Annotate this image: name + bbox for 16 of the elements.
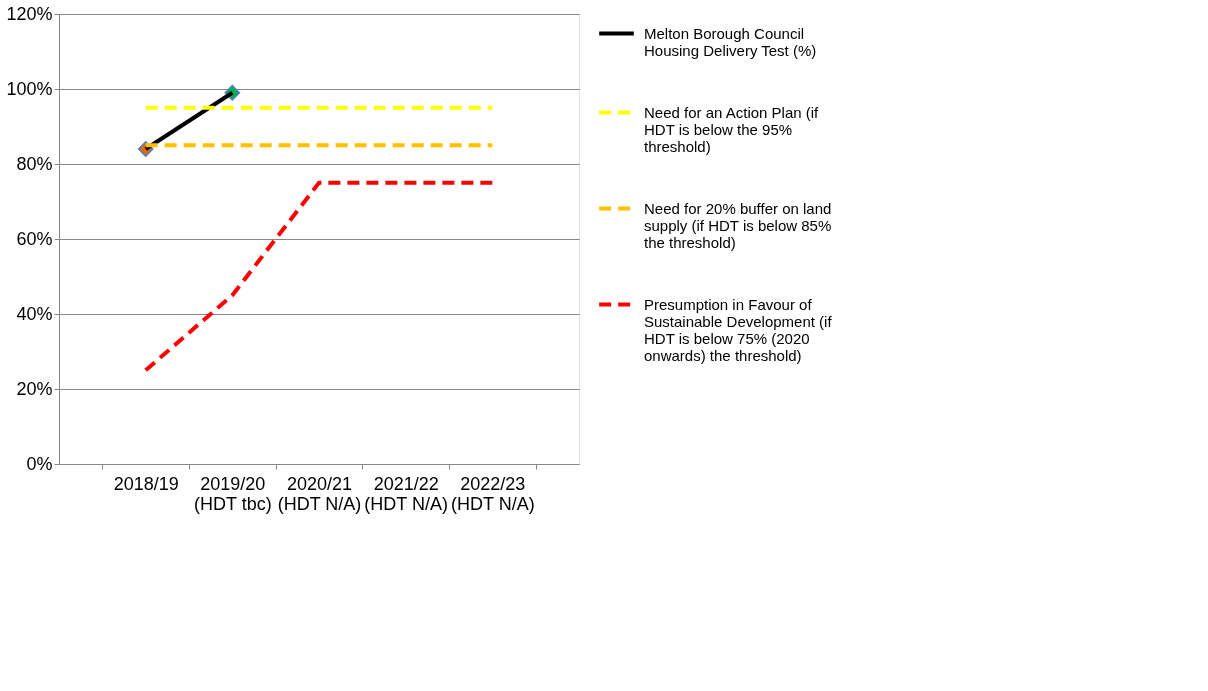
y-tick-label: 120% — [6, 3, 53, 24]
x-tick-label: 2021/22 (HDT N/A) — [364, 473, 448, 514]
y-tick-label: 20% — [16, 378, 53, 399]
y-tick-label: 80% — [16, 153, 53, 174]
legend-label: Melton Borough Council Housing Delivery Test (%) — [644, 24, 817, 59]
y-tick-label: 40% — [16, 303, 53, 324]
x-tick-label: 2022/23 (HDT N/A) — [451, 473, 535, 514]
y-tick-label: 0% — [26, 453, 53, 474]
y-tick-label: 60% — [16, 228, 53, 249]
x-tick-label: 2018/19 — [113, 473, 179, 494]
legend-label: Need for an Action Plan (if HDT is below the 95% threshold) — [644, 103, 820, 155]
x-tick-label: 2020/21 (HDT N/A) — [277, 473, 362, 514]
legend-label: Presumption in Favour of Sustainable Development (if HDT is below 75% (2020 onwards) the threshold) — [644, 295, 833, 364]
x-tick-label: 2019/20 (HDT tbc) — [194, 473, 272, 514]
y-tick-label: 100% — [6, 78, 53, 99]
legend-label: Need for 20% buffer on land supply (if HDT is below 85% the threshold) — [644, 199, 832, 251]
